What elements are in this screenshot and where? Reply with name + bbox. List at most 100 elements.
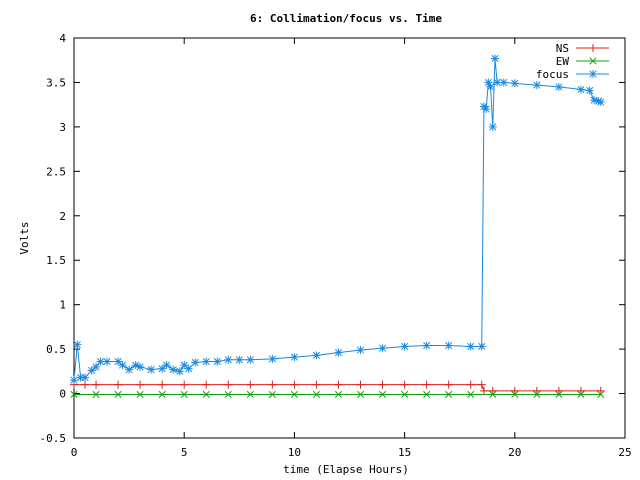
x-axis-label: time (Elapse Hours) [283, 463, 409, 476]
series-line-focus [73, 58, 601, 381]
data-point-EW [379, 390, 387, 398]
data-point-NS [356, 380, 365, 389]
data-point-focus [554, 82, 563, 91]
data-point-NS [444, 380, 453, 389]
data-point-focus [70, 376, 78, 385]
data-point-focus [73, 340, 82, 349]
data-point-focus [486, 82, 495, 91]
y-tick-label: -0.5 [40, 432, 67, 445]
data-point-focus [532, 81, 541, 90]
data-point-focus [125, 365, 134, 374]
y-tick-label: 1 [59, 299, 66, 312]
data-point-EW [224, 390, 232, 398]
data-point-EW [597, 390, 605, 398]
data-point-EW [445, 390, 453, 398]
data-point-EW [290, 390, 298, 398]
data-point-focus [213, 357, 222, 366]
x-tick-label: 25 [618, 446, 631, 459]
data-point-focus [590, 96, 599, 105]
data-point-EW [577, 390, 585, 398]
y-tick-label: 2 [59, 210, 66, 223]
series-EW [70, 390, 605, 398]
x-tick-label: 10 [288, 446, 301, 459]
data-point-focus [191, 358, 200, 367]
data-point-focus [202, 357, 211, 366]
data-point-focus [162, 361, 171, 370]
data-point-NS [312, 380, 321, 389]
data-point-focus [158, 364, 167, 373]
data-point-NS [510, 386, 519, 395]
data-point-EW [70, 390, 78, 398]
data-point-EW [312, 390, 320, 398]
x-tick-label: 5 [181, 446, 188, 459]
data-point-EW [489, 390, 497, 398]
data-point-EW [158, 390, 166, 398]
data-point-NS [466, 380, 475, 389]
data-point-focus [444, 341, 453, 350]
data-point-NS [224, 380, 233, 389]
data-point-NS [422, 380, 431, 389]
data-point-focus [246, 355, 255, 364]
legend-marker-NS [589, 44, 597, 52]
y-tick-label: 3.5 [46, 76, 66, 89]
data-point-EW [533, 390, 541, 398]
data-point-focus [147, 365, 156, 374]
series-layer [70, 54, 605, 398]
data-point-NS [92, 380, 101, 389]
data-point-focus [290, 353, 299, 362]
data-point-focus [356, 346, 365, 354]
data-point-focus [184, 364, 193, 373]
series-line-NS [74, 384, 601, 392]
data-point-NS [400, 380, 409, 389]
data-point-NS [158, 380, 167, 389]
legend-marker-focus [589, 70, 597, 78]
y-tick-label: 0 [59, 388, 66, 401]
data-point-focus [334, 348, 343, 357]
legend-label-EW: EW [556, 55, 570, 68]
data-point-NS [180, 380, 189, 389]
y-tick-label: 1.5 [46, 254, 66, 267]
data-point-NS [334, 380, 343, 389]
y-tick-label: 0.5 [46, 343, 66, 356]
axis-ticks: 0 5 10 15 20 25 -0.5 0 0.5 1 1.5 2 2.5 3 3.5 4 [40, 32, 632, 459]
data-point-NS [268, 380, 277, 389]
data-point-EW [136, 390, 144, 398]
data-point-NS [246, 380, 255, 389]
data-point-EW [246, 390, 254, 398]
x-tick-label: 0 [71, 446, 78, 459]
data-point-focus [490, 54, 499, 63]
data-point-EW [511, 390, 519, 398]
data-point-focus [596, 98, 605, 106]
data-point-EW [467, 390, 475, 398]
data-point-focus [169, 365, 178, 374]
data-point-focus [499, 78, 508, 87]
data-point-EW [401, 390, 409, 398]
data-point-focus [378, 344, 387, 353]
data-point-focus [268, 354, 277, 363]
data-point-focus [103, 357, 112, 366]
y-tick-label: 3 [59, 121, 66, 134]
series-NS [70, 380, 605, 395]
data-point-focus [180, 361, 189, 370]
data-point-EW [334, 390, 343, 398]
data-point-NS [488, 386, 497, 395]
data-point-focus [118, 361, 127, 370]
data-point-EW [423, 390, 431, 398]
data-point-NS [576, 386, 585, 395]
data-point-NS [136, 380, 145, 389]
plot-frame [73, 37, 626, 439]
data-point-NS [81, 380, 90, 389]
data-point-focus [175, 367, 184, 376]
data-point-NS [596, 386, 605, 395]
data-point-focus [114, 357, 123, 366]
data-point-EW [555, 390, 563, 398]
data-point-EW [202, 390, 210, 398]
data-point-focus [81, 373, 90, 382]
data-point-focus [224, 355, 233, 364]
data-point-NS [479, 386, 488, 395]
legend-label-focus: focus [536, 68, 569, 81]
data-point-EW [180, 390, 188, 398]
data-point-EW [114, 390, 122, 398]
